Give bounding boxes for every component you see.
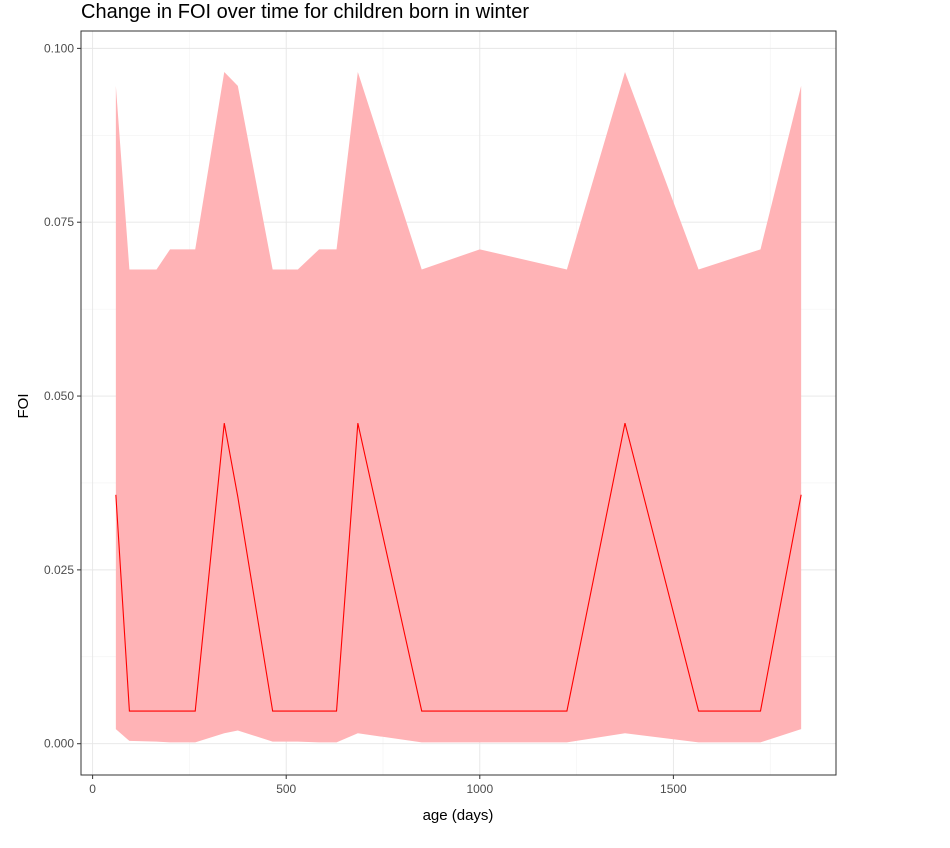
series-layer	[115, 72, 802, 743]
y-tick-label: 0.100	[44, 41, 74, 55]
chart-title: Change in FOI over time for children bor…	[81, 1, 529, 23]
x-tick-label: 1500	[660, 782, 687, 796]
y-tick-label: 0.075	[44, 215, 74, 229]
foi-line	[115, 423, 802, 712]
axes: 0 500 1000 1500 0.000 0.025 0.050 0.075 0.100	[44, 41, 687, 796]
y-tick-label: 0.000	[44, 737, 74, 751]
y-tick-label: 0.025	[44, 563, 74, 577]
x-tick-label: 1000	[466, 782, 493, 796]
confidence-ribbon	[115, 72, 802, 743]
y-axis-title: FOI	[15, 394, 32, 419]
x-axis-title: age (days)	[423, 807, 494, 824]
panel-border	[80, 30, 837, 776]
y-tick-label: 0.050	[44, 389, 74, 403]
x-tick-label: 0	[89, 782, 96, 796]
x-tick-label: 500	[276, 782, 296, 796]
